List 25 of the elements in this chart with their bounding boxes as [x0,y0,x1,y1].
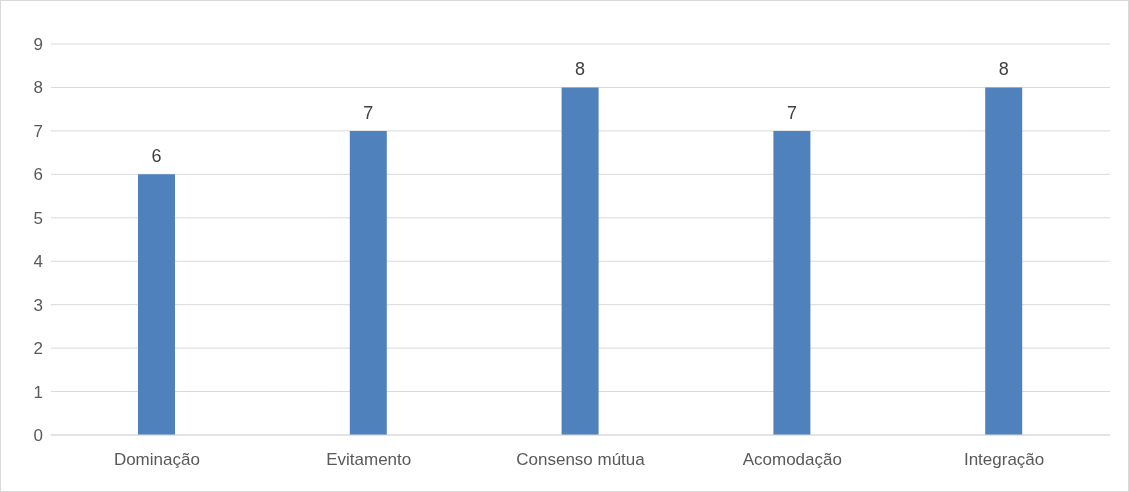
y-tick-label: 2 [33,339,43,359]
y-tick-label: 9 [33,35,43,55]
y-tick-label: 1 [33,382,43,402]
bar [138,174,175,435]
data-label: 7 [363,102,374,123]
x-tick-label: Dominação [113,450,200,470]
x-tick-label: Consenso mútua [516,450,646,470]
y-tick-label: 4 [33,252,43,272]
bar [773,130,811,435]
x-tick-label: Evitamento [326,450,412,470]
y-tick-label: 8 [33,78,43,98]
x-tick-label: Integração [963,450,1045,470]
bar [349,130,387,435]
data-label: 6 [151,146,162,167]
bar [561,87,599,435]
y-tick-label: 7 [33,121,43,141]
y-tick-label: 5 [33,208,43,228]
x-tick-label: Acomodação [742,450,842,470]
data-label: 8 [998,59,1009,80]
data-label: 8 [575,59,586,80]
y-tick-label: 6 [33,165,43,185]
y-tick-label: 3 [33,295,43,315]
data-label: 7 [786,102,797,123]
bar [985,87,1023,435]
y-tick-label: 0 [33,426,43,446]
